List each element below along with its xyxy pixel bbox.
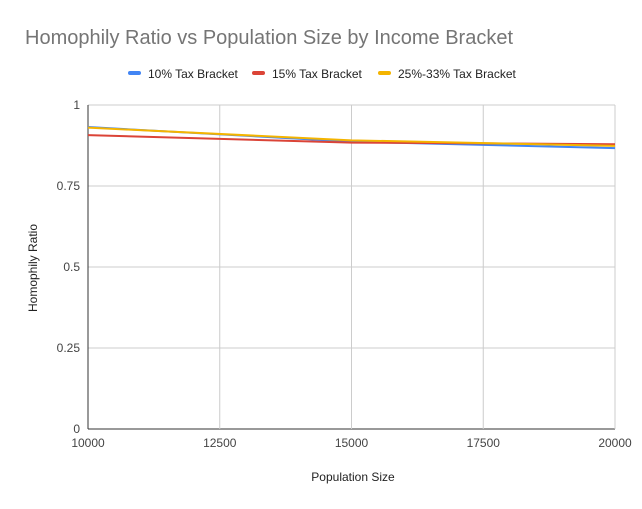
y-tick-label: 0 xyxy=(73,422,80,436)
x-tick-label: 12500 xyxy=(203,436,237,450)
legend-item[interactable]: 10% Tax Bracket xyxy=(128,67,238,81)
x-axis-label: Population Size xyxy=(311,470,395,484)
y-axis-ticks: 0 0.25 0.5 0.75 1 xyxy=(57,98,81,436)
gridlines xyxy=(87,104,616,430)
x-tick-label: 17500 xyxy=(467,436,501,450)
legend: 10% Tax Bracket 15% Tax Bracket 25%-33% Ta… xyxy=(128,67,517,81)
y-tick-label: 1 xyxy=(73,98,80,112)
x-tick-label: 10000 xyxy=(71,436,105,450)
legend-swatch xyxy=(128,71,141,75)
legend-item[interactable]: 25%-33% Tax Bracket xyxy=(378,67,517,81)
legend-label: 10% Tax Bracket xyxy=(148,67,238,81)
y-tick-label: 0.5 xyxy=(63,260,80,274)
chart-title: Homophily Ratio vs Population Size by In… xyxy=(25,27,513,49)
legend-label: 15% Tax Bracket xyxy=(272,67,362,81)
legend-label: 25%-33% Tax Bracket xyxy=(398,67,517,81)
x-axis-ticks: 10000 12500 15000 17500 20000 xyxy=(71,436,632,450)
y-axis-label: Homophily Ratio xyxy=(26,224,40,312)
series-lines xyxy=(87,126,616,150)
legend-swatch xyxy=(378,71,391,75)
legend-item[interactable]: 15% Tax Bracket xyxy=(252,67,362,81)
legend-swatch xyxy=(252,71,265,75)
x-tick-label: 15000 xyxy=(335,436,369,450)
x-tick-label: 20000 xyxy=(598,436,632,450)
y-tick-label: 0.25 xyxy=(57,341,81,355)
series-line-3 xyxy=(87,126,616,147)
y-tick-label: 0.75 xyxy=(57,179,81,193)
